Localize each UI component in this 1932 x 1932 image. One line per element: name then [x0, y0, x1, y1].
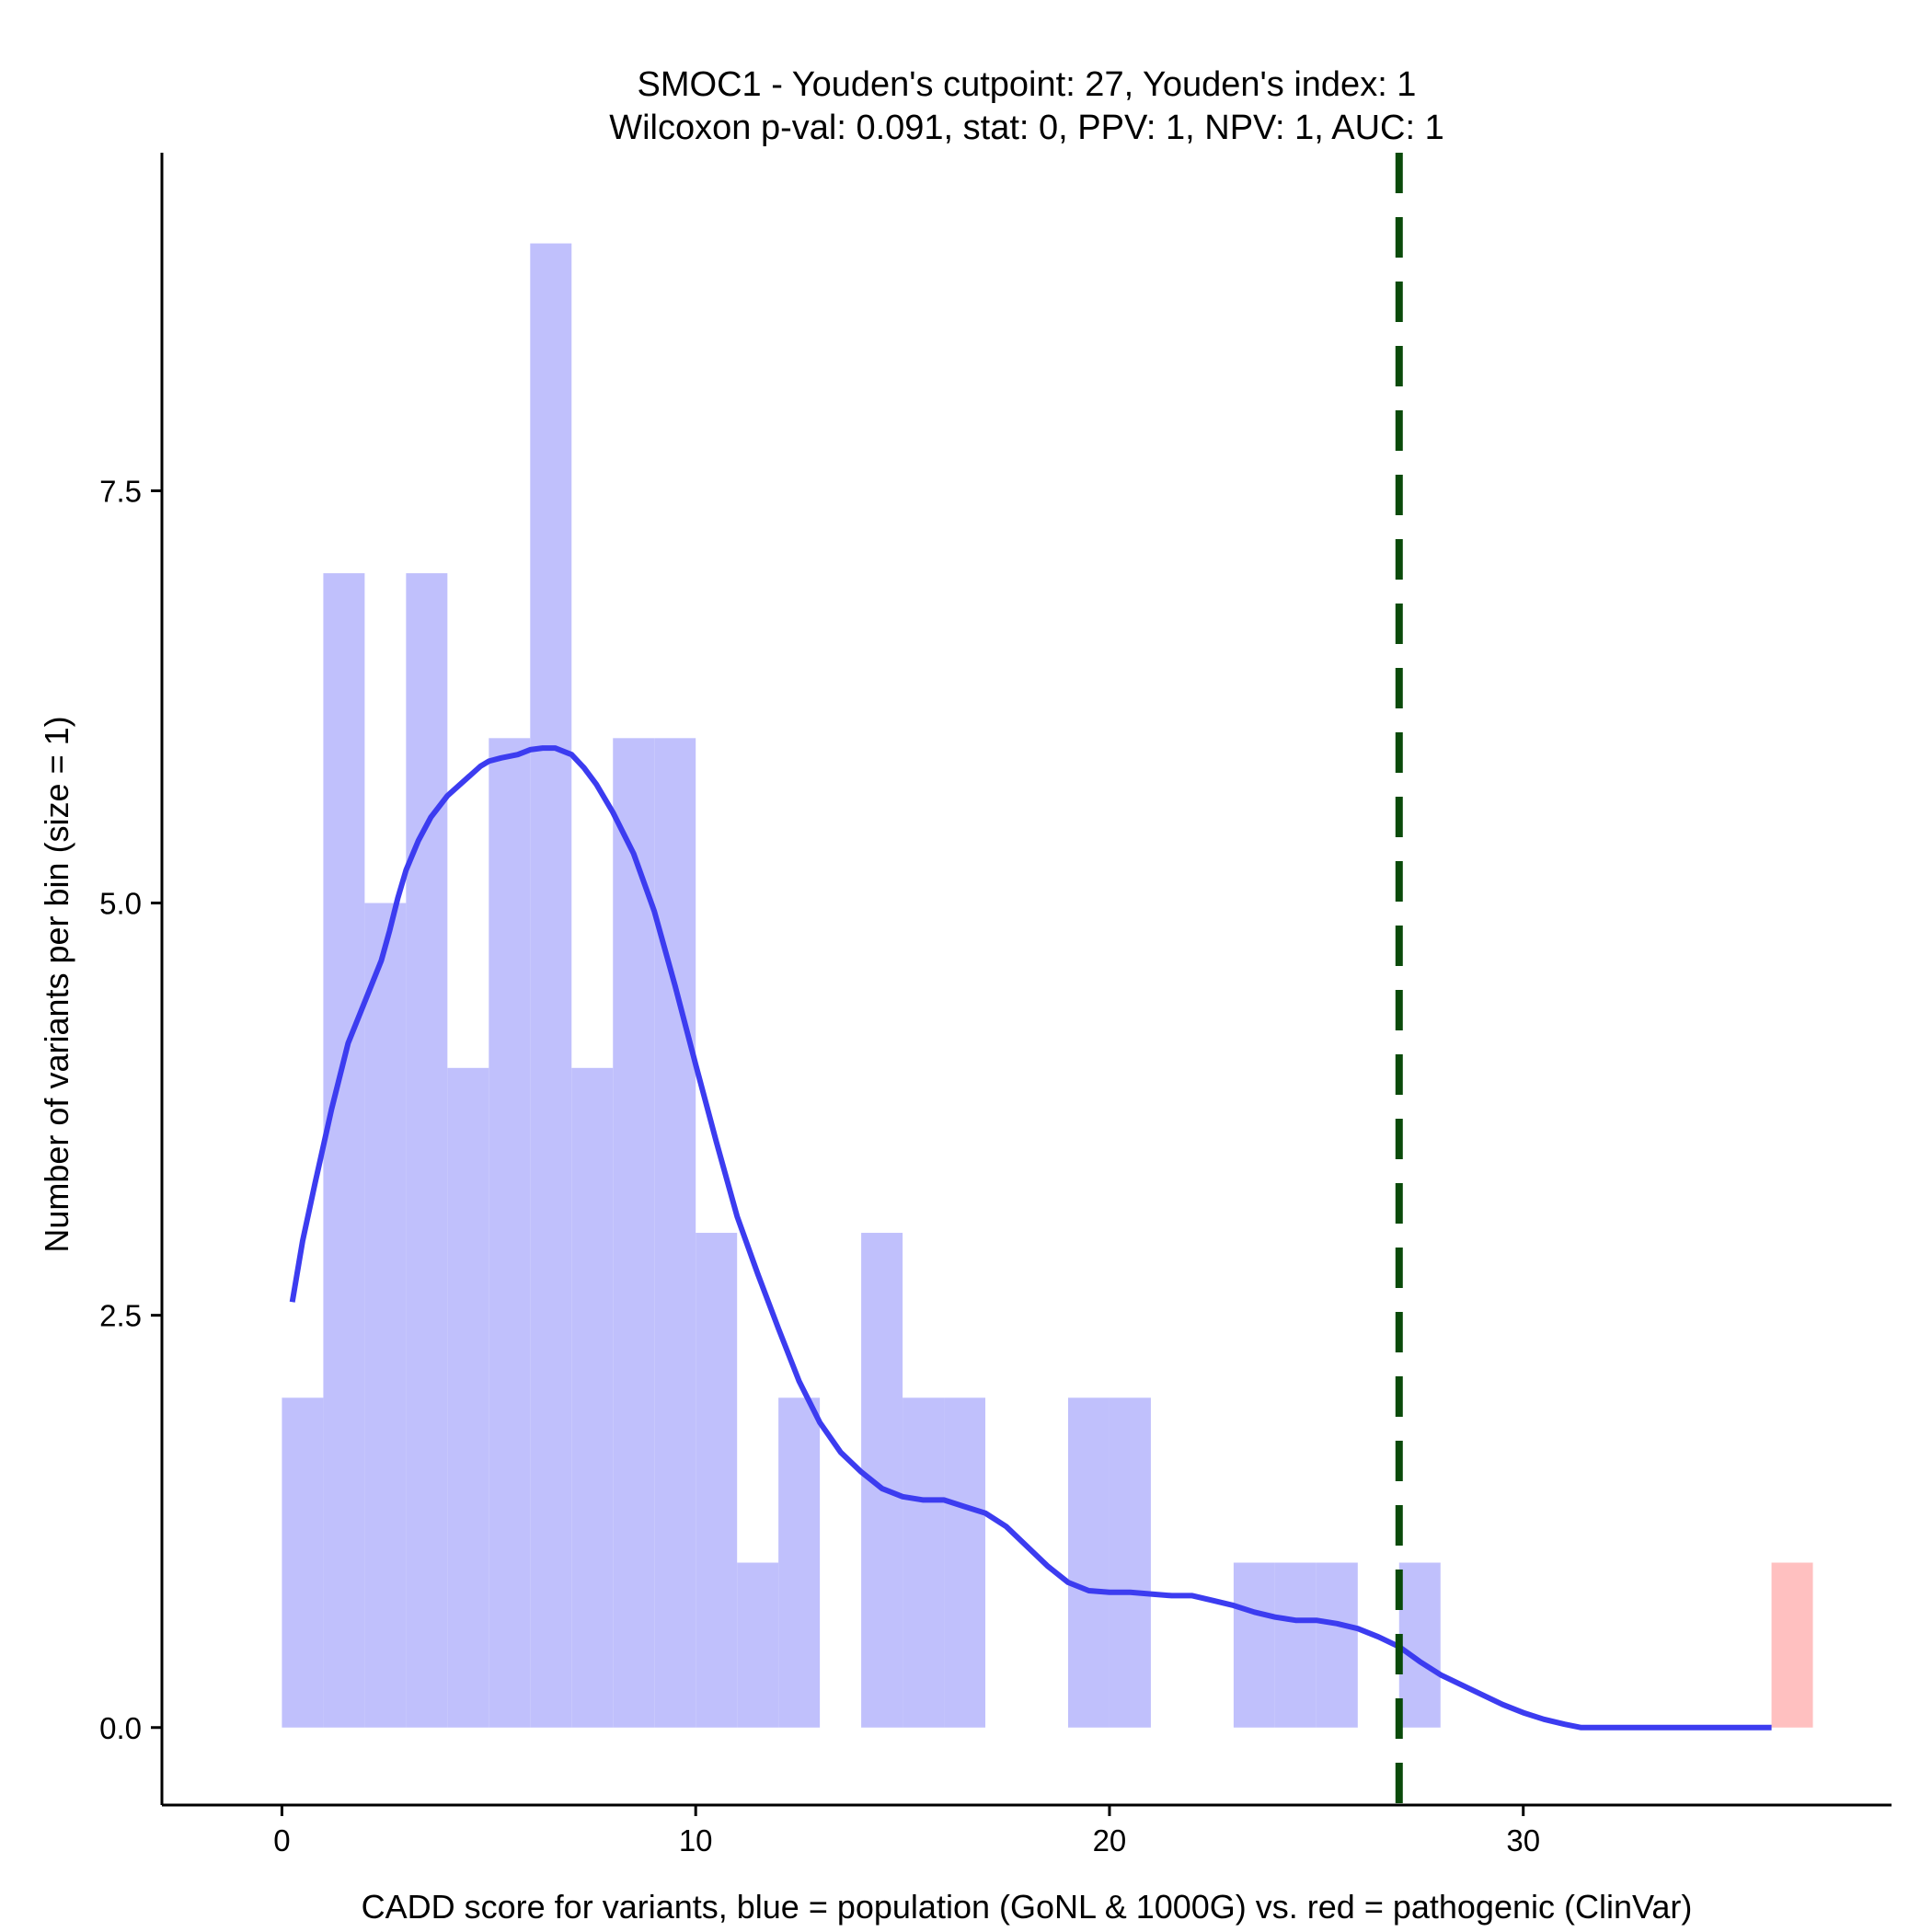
- axes: [160, 153, 1892, 1807]
- tick-labels: 0 10 20 30 0.0 2.5 5.0 7.5: [99, 474, 1540, 1857]
- x-tick-label: 10: [679, 1823, 713, 1857]
- population-bar-10: [696, 1233, 738, 1728]
- y-tick-label: 0.0: [99, 1711, 142, 1745]
- histogram-bars: [282, 243, 1813, 1728]
- population-bar-4: [447, 1067, 489, 1728]
- population-bar-9: [654, 738, 696, 1728]
- density-curve: [289, 745, 1772, 1731]
- population-bar-3: [406, 573, 448, 1728]
- population-bar-11: [737, 1562, 779, 1728]
- population-bar-15: [944, 1397, 986, 1728]
- x-tick-label: 20: [1093, 1823, 1127, 1857]
- x-tick-label: 30: [1506, 1823, 1540, 1857]
- population-bar-8: [613, 738, 655, 1728]
- chart-title-line1: SMOC1 - Youden's cutpoint: 27, Youden's …: [638, 65, 1417, 104]
- x-axis-label: CADD score for variants, blue = populati…: [362, 1888, 1693, 1926]
- population-bar-19: [1274, 1562, 1317, 1728]
- y-axis-label: Number of variants per bin (size = 1): [38, 716, 75, 1252]
- population-bar-1: [323, 573, 365, 1728]
- population-bar-7: [571, 1067, 614, 1728]
- chart-title-line2: Wilcoxon p-val: 0.091, stat: 0, PPV: 1, …: [609, 109, 1443, 147]
- population-bar-0: [282, 1397, 324, 1728]
- population-bar-16: [1067, 1397, 1110, 1728]
- population-bar-2: [364, 903, 407, 1728]
- y-tick-label: 5.0: [99, 887, 142, 921]
- population-bar-21: [1398, 1562, 1441, 1728]
- y-tick-label: 2.5: [99, 1299, 142, 1333]
- pathogenic-bar-0: [1771, 1562, 1813, 1728]
- population-bar-20: [1316, 1562, 1358, 1728]
- population-bar-18: [1233, 1562, 1275, 1728]
- density-curve-layer: [289, 745, 1772, 1731]
- x-tick-label: 0: [273, 1823, 290, 1857]
- population-bar-14: [903, 1397, 945, 1728]
- population-bar-5: [489, 738, 531, 1728]
- population-bar-12: [778, 1397, 821, 1728]
- y-tick-label: 7.5: [99, 474, 142, 508]
- population-bar-17: [1109, 1397, 1151, 1728]
- population-bar-6: [530, 243, 572, 1728]
